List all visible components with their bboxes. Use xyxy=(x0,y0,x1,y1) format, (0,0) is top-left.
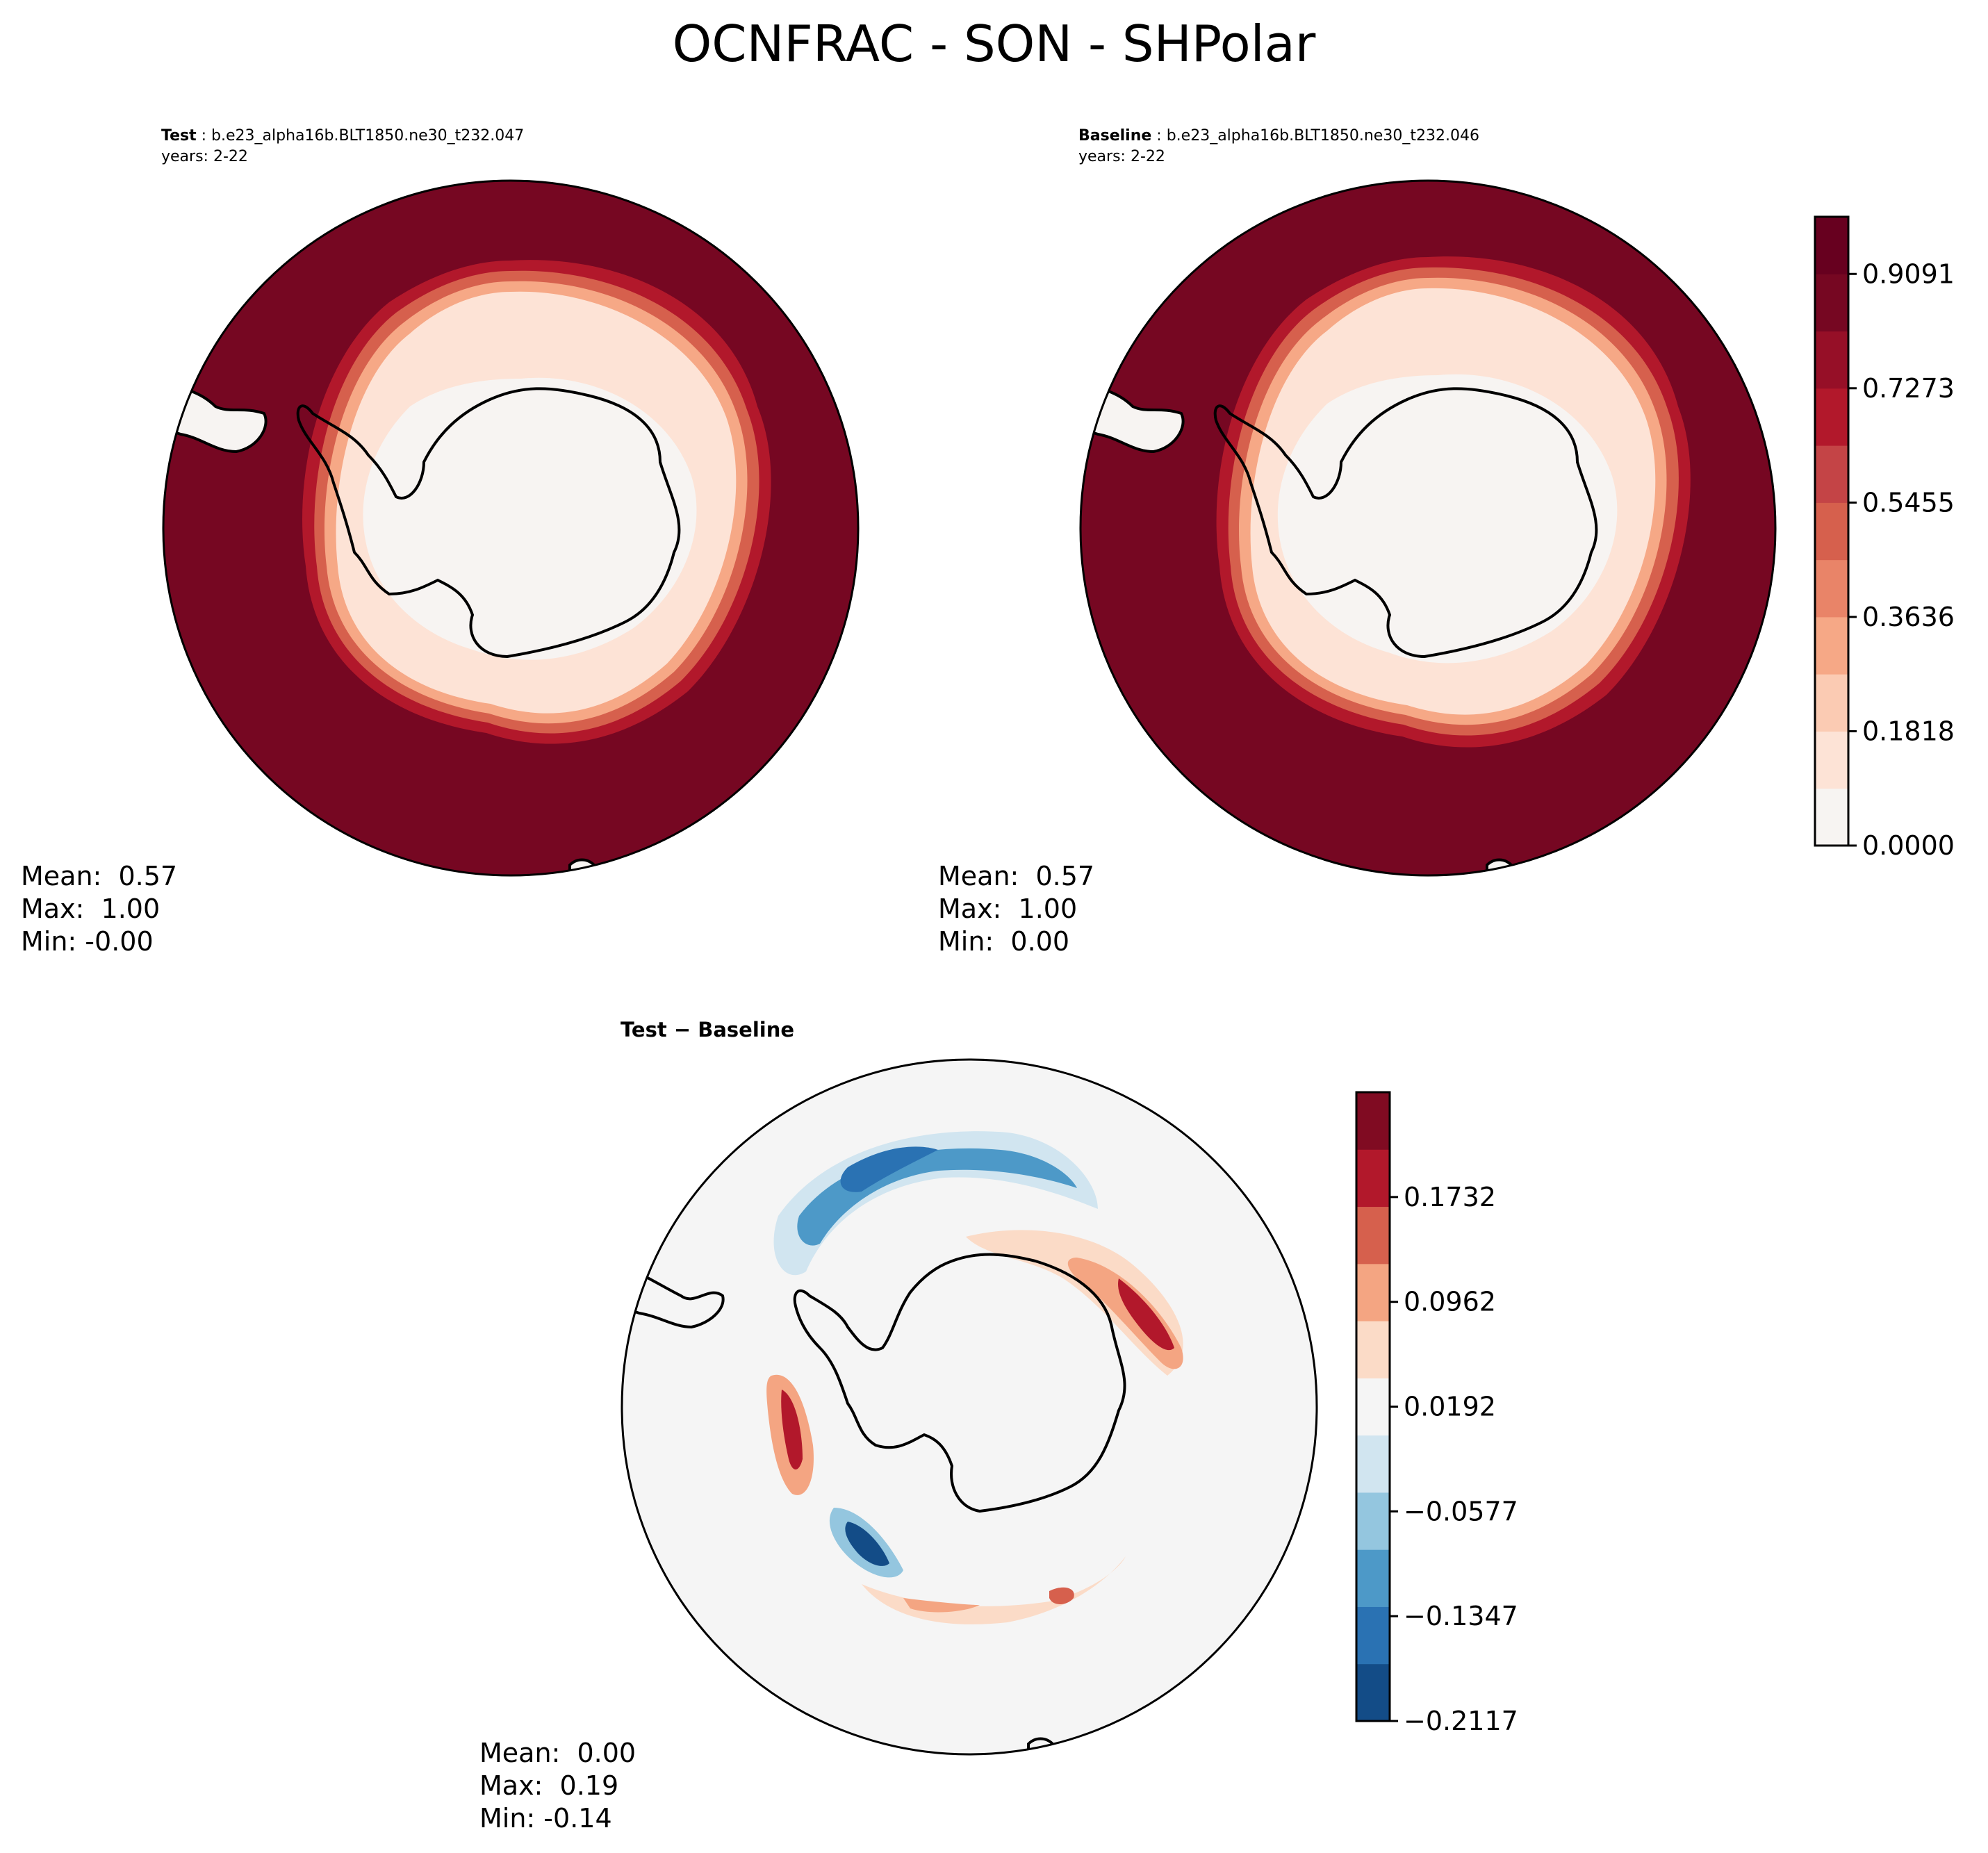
contour-band-0 xyxy=(363,377,697,660)
figure-title: OCNFRAC - SON - SHPolar xyxy=(672,15,1316,73)
baseline-max: Max: 1.00 xyxy=(938,893,1078,924)
colorbar-main: 0.9091 0.7273 0.5455 0.3636 0.1818 0.0000 xyxy=(1814,215,1955,861)
test-max: Max: 1.00 xyxy=(21,893,161,924)
baseline-polar-map xyxy=(1079,179,1777,877)
positive-anomaly-east xyxy=(966,1230,1183,1376)
colorbar-main-color-segment xyxy=(1815,502,1848,561)
colorbar-difference: 0.1732 0.0962 0.0192 −0.0577 −0.1347 −0.2117 xyxy=(1355,1091,1518,1736)
colorbar-diff-color-segment xyxy=(1356,1606,1390,1665)
positive-anomaly-south-mid xyxy=(903,1598,980,1613)
colorbar-diff-color-segment xyxy=(1356,1492,1390,1550)
colorbar-diff-color-segment xyxy=(1356,1263,1390,1321)
colorbar-diff-tick-label: −0.1347 xyxy=(1404,1601,1518,1631)
test-stats: Mean: 0.57 Max: 1.00 Min: -0.00 xyxy=(21,860,177,958)
colorbar-main-frame xyxy=(1814,215,1850,847)
positive-anomaly-east-core xyxy=(1118,1278,1174,1351)
antarctica-coastline xyxy=(296,387,681,659)
diff-min: Min: -0.14 xyxy=(479,1803,612,1834)
test-years: years: 2-22 xyxy=(161,148,248,165)
contour-band-0 xyxy=(1277,374,1618,664)
colorbar-main-tick-label: 0.9091 xyxy=(1862,258,1955,289)
positive-anomaly-south-core xyxy=(1049,1587,1074,1604)
map-boundary xyxy=(621,1058,1318,1756)
positive-anomaly-west-core xyxy=(781,1390,803,1469)
negative-anomaly-core xyxy=(840,1146,938,1192)
colorbar-main-tick-label: 0.1818 xyxy=(1862,716,1955,746)
colorbar-main-tick-label: 0.7273 xyxy=(1862,373,1955,404)
baseline-label: Baseline xyxy=(1078,127,1152,145)
test-polar-map xyxy=(162,179,860,877)
test-case-name: b.e23_alpha16b.BLT1850.ne30_t232.047 xyxy=(211,127,525,145)
colorbar-diff-color-segment xyxy=(1356,1378,1390,1436)
diff-max: Max: 0.19 xyxy=(479,1770,619,1801)
test-mean: Mean: 0.57 xyxy=(21,861,178,891)
test-subtitle: Test : b.e23_alpha16b.BLT1850.ne30_t232.… xyxy=(161,127,525,145)
colorbar-diff-color-segment xyxy=(1356,1321,1390,1378)
colorbar-diff-color-segment xyxy=(1356,1549,1390,1607)
colorbar-diff-tick-label: 0.0192 xyxy=(1404,1392,1496,1422)
map-boundary xyxy=(1079,179,1777,877)
negative-anomaly-southwest-core xyxy=(845,1522,889,1566)
baseline-case-name: b.e23_alpha16b.BLT1850.ne30_t232.046 xyxy=(1166,127,1479,145)
colorbar-main-color-segment xyxy=(1815,788,1848,846)
colorbar-main-color-segment xyxy=(1815,445,1848,503)
colorbar-main-color-segment xyxy=(1815,616,1848,675)
colorbar-diff-tick-label: 0.0962 xyxy=(1404,1287,1496,1317)
antarctica-coastline xyxy=(793,1253,1126,1513)
colorbar-diff-tick-label: 0.1732 xyxy=(1404,1182,1496,1212)
colorbar-main-color-segment xyxy=(1815,388,1848,446)
baseline-mean: Mean: 0.57 xyxy=(938,861,1095,891)
colorbar-main-color-segment xyxy=(1815,217,1848,274)
baseline-subtitle: Baseline : b.e23_alpha16b.BLT1850.ne30_t… xyxy=(1078,127,1479,145)
baseline-years: years: 2-22 xyxy=(1078,148,1165,165)
antarctica-coastline xyxy=(1213,387,1598,659)
colorbar-main-color-segment xyxy=(1815,559,1848,618)
colorbar-main-color-segment xyxy=(1815,731,1848,789)
colorbar-main-color-segment xyxy=(1815,674,1848,732)
baseline-min: Min: 0.00 xyxy=(938,926,1069,957)
colorbar-diff-color-segment xyxy=(1356,1206,1390,1265)
difference-polar-map xyxy=(621,1058,1318,1756)
test-label: Test xyxy=(161,127,197,145)
colorbar-main-color-segment xyxy=(1815,331,1848,389)
colorbar-main-tick-label: 0.5455 xyxy=(1862,487,1955,518)
colorbar-diff-tick-label: −0.0577 xyxy=(1404,1496,1518,1526)
colorbar-diff-color-segment xyxy=(1356,1435,1390,1493)
south-america-tip xyxy=(622,1263,725,1329)
colorbar-main-tick-label: 0.0000 xyxy=(1862,830,1955,861)
colorbar-diff-color-segment xyxy=(1356,1149,1390,1208)
colorbar-main-color-segment xyxy=(1815,274,1848,332)
map-boundary xyxy=(162,179,860,877)
baseline-stats: Mean: 0.57 Max: 1.00 Min: 0.00 xyxy=(938,860,1094,958)
diff-mean: Mean: 0.00 xyxy=(479,1738,636,1768)
colorbar-diff-color-segment xyxy=(1356,1663,1390,1722)
test-min: Min: -0.00 xyxy=(21,926,154,957)
colorbar-main-tick-label: 0.3636 xyxy=(1862,602,1955,632)
diff-stats: Mean: 0.00 Max: 0.19 Min: -0.14 xyxy=(479,1737,636,1835)
colorbar-diff-tick-label: −0.2117 xyxy=(1404,1706,1518,1736)
diff-subtitle: Test − Baseline xyxy=(621,1018,795,1041)
colorbar-diff-color-segment xyxy=(1356,1092,1390,1150)
